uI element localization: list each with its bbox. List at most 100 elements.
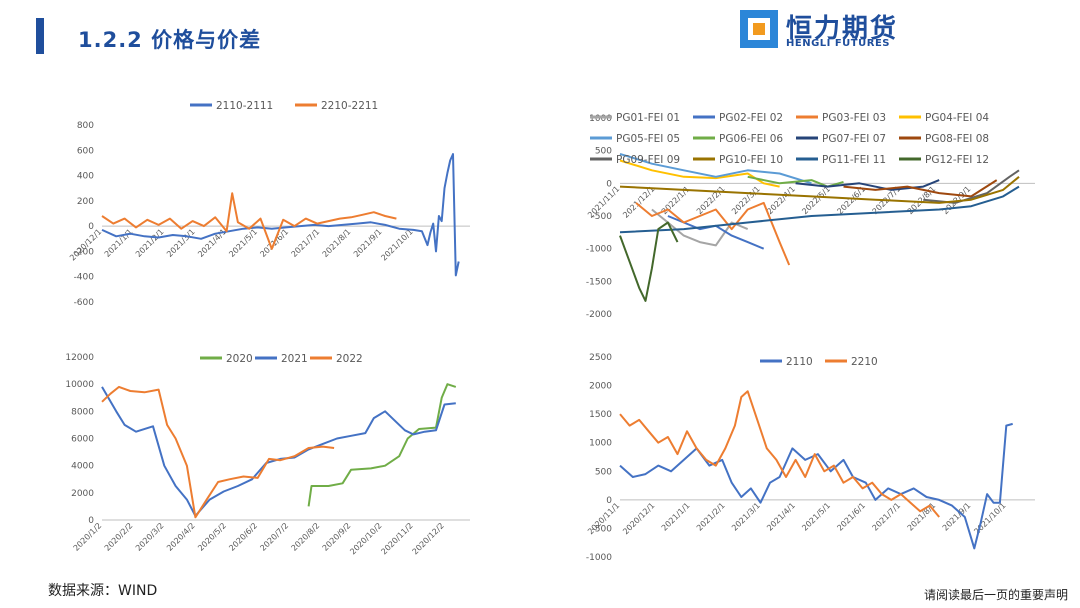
- y-tick-label: -500: [592, 524, 613, 534]
- legend-label: 2022: [336, 353, 363, 365]
- y-tick-label: 0: [606, 496, 612, 506]
- legend-label: 2210-2211: [321, 100, 378, 112]
- x-tick-label: 2020/9/2: [321, 521, 353, 553]
- legend-label: 2210: [851, 356, 878, 368]
- y-tick-label: 8000: [71, 407, 94, 417]
- logo-english-text: HENGLI FUTURES: [786, 38, 890, 49]
- x-tick-label: 2021/3/1: [165, 227, 197, 259]
- y-tick-label: 1000: [589, 114, 612, 124]
- y-tick-label: 600: [77, 146, 94, 156]
- y-tick-label: 10000: [65, 380, 94, 390]
- series-line-pg05-fei-05: [619, 152, 812, 185]
- legend-label: PG09-FEI 09: [616, 154, 680, 166]
- x-tick-label: 2021/5/1: [800, 501, 832, 533]
- series-line-pg04-fei-04: [619, 159, 780, 188]
- logo-chinese-text: 恒力期货: [786, 14, 899, 44]
- series-line-2020: [307, 383, 457, 507]
- x-tick-label: 2021/6/1: [835, 501, 867, 533]
- page-title: 1.2.2 价格与价差: [78, 28, 262, 52]
- legend-label: PG12-FEI 12: [925, 154, 989, 166]
- y-tick-label: 12000: [65, 353, 94, 363]
- series-line-2210: [619, 390, 940, 518]
- legend-label: 2021: [281, 353, 308, 365]
- y-tick-label: -1000: [586, 245, 612, 255]
- y-tick-label: 2000: [589, 382, 612, 392]
- legend-label: PG03-FEI 03: [822, 112, 886, 124]
- x-tick-label: 2020/3/2: [134, 521, 166, 553]
- y-tick-label: 500: [595, 147, 612, 157]
- y-tick-label: -400: [74, 273, 95, 283]
- y-tick-label: 500: [595, 467, 612, 477]
- x-tick-label: 2020/6/2: [227, 521, 259, 553]
- y-tick-label: 2500: [589, 353, 612, 363]
- legend-label: 2110-2111: [216, 100, 273, 112]
- disclaimer-note: 请阅读最后一页的重要声明: [923, 588, 1068, 602]
- series-line-pg11-fei-11: [619, 185, 1020, 234]
- legend-label: PG07-FEI 07: [822, 133, 886, 145]
- x-tick-label: 2021/2/1: [134, 227, 166, 259]
- series-line-pg09-fei-09: [923, 169, 1020, 204]
- y-tick-label: -500: [592, 212, 613, 222]
- x-tick-label: 2021/7/1: [290, 227, 322, 259]
- y-tick-label: 6000: [71, 435, 94, 445]
- y-tick-label: 0: [606, 179, 612, 189]
- y-tick-label: 400: [77, 172, 94, 182]
- x-tick-label: 2021/2/1: [695, 501, 727, 533]
- y-tick-label: 4000: [71, 462, 94, 472]
- legend-label: PG08-FEI 08: [925, 133, 989, 145]
- series-line-2110-2111: [101, 153, 460, 277]
- y-tick-label: -1000: [586, 553, 612, 563]
- x-tick-label: 2021/4/1: [765, 501, 797, 533]
- data-source-note: 数据来源：WIND: [48, 583, 158, 599]
- x-tick-label: 2021/7/1: [871, 501, 903, 533]
- x-tick-label: 2020/12/2: [411, 521, 446, 556]
- legend-label: PG04-FEI 04: [925, 112, 989, 124]
- x-tick-label: 2021/9/1: [352, 227, 384, 259]
- legend-label: 2110: [786, 356, 813, 368]
- logo-mark-icon: [740, 10, 778, 48]
- x-tick-label: 2021/3/1: [730, 501, 762, 533]
- y-tick-label: 1500: [589, 410, 612, 420]
- legend-label: PG02-FEI 02: [719, 112, 783, 124]
- y-tick-label: 200: [77, 197, 94, 207]
- y-tick-label: 800: [77, 121, 94, 131]
- legend-label: PG10-FEI 10: [719, 154, 783, 166]
- x-tick-label: 2021/5/1: [227, 227, 259, 259]
- x-tick-label: 2021/1/1: [660, 501, 692, 533]
- y-tick-label: 0: [88, 516, 94, 526]
- series-line-2021: [101, 386, 456, 517]
- series-line-pg08-fei-08: [843, 179, 998, 198]
- legend-label: PG06-FEI 06: [719, 133, 783, 145]
- x-tick-label: 2020/11/2: [379, 521, 414, 556]
- x-tick-label: 2020/4/2: [165, 521, 197, 553]
- x-tick-label: 2020/5/2: [196, 521, 228, 553]
- x-tick-label: 2021/8/1: [321, 227, 353, 259]
- x-tick-label: 2022/4/1: [765, 184, 797, 216]
- y-tick-label: -200: [74, 247, 95, 257]
- legend-label: PG11-FEI 11: [822, 154, 886, 166]
- title-accent-bar: [36, 18, 44, 54]
- x-tick-label: 2020/12/1: [621, 501, 656, 536]
- x-tick-label: 2020/8/2: [290, 521, 322, 553]
- x-tick-label: 2021/10/1: [379, 227, 414, 262]
- y-tick-label: -2000: [586, 310, 612, 320]
- legend-label: 2020: [226, 353, 253, 365]
- y-tick-label: -1500: [586, 277, 612, 287]
- x-tick-label: 2020/10/2: [348, 521, 383, 556]
- x-tick-label: 2020/7/2: [258, 521, 290, 553]
- legend-label: PG01-FEI 01: [616, 112, 680, 124]
- series-line-pg10-fei-10: [619, 176, 1020, 204]
- x-tick-label: 2020/2/2: [103, 521, 135, 553]
- y-tick-label: -600: [74, 298, 95, 308]
- legend-label: PG05-FEI 05: [616, 133, 680, 145]
- y-tick-label: 2000: [71, 489, 94, 499]
- series-line-2110: [619, 422, 1013, 550]
- series-line-pg03-fei-03: [635, 201, 791, 266]
- y-tick-label: 1000: [589, 439, 612, 449]
- y-tick-label: 0: [88, 222, 94, 232]
- x-tick-label: 2021/8/1: [906, 501, 938, 533]
